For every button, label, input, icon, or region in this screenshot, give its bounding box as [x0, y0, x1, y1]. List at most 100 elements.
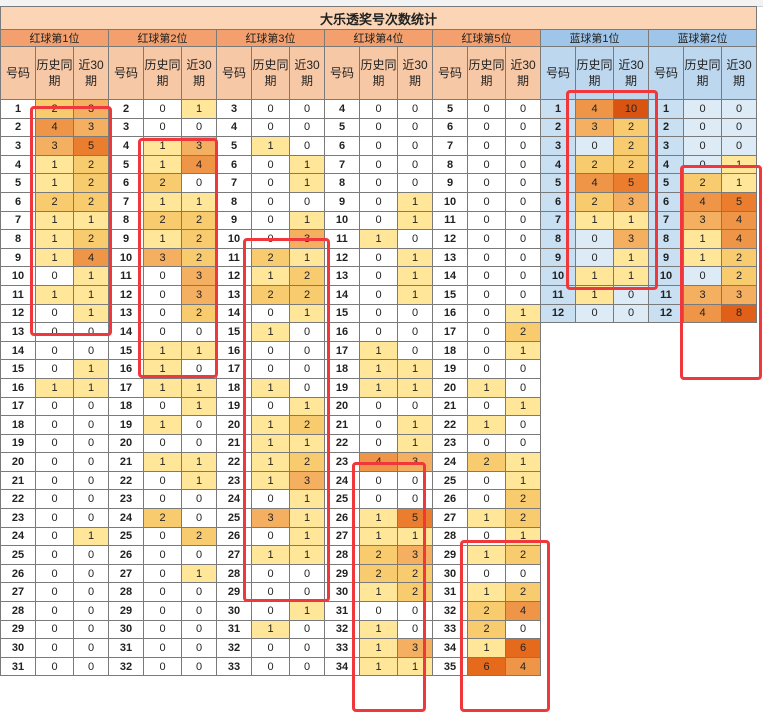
recent-count-cell[interactable]: 1	[289, 210, 325, 231]
recent-count-cell[interactable]: 1	[505, 340, 541, 361]
recent-count-cell[interactable]: 0	[289, 377, 325, 398]
history-count-cell[interactable]: 1	[143, 359, 182, 379]
recent-count-cell[interactable]: 3	[73, 99, 109, 119]
history-count-cell[interactable]: 0	[359, 322, 398, 342]
ball-number-cell[interactable]: 27	[324, 526, 360, 547]
recent-count-cell[interactable]: 0	[505, 154, 541, 175]
history-count-cell[interactable]: 3	[575, 117, 614, 138]
ball-number-cell[interactable]: 3	[540, 136, 576, 156]
ball-number-cell[interactable]: 27	[0, 582, 36, 603]
subheader-history[interactable]: 历史同期	[575, 46, 614, 100]
ball-number-cell[interactable]: 29	[432, 545, 468, 565]
recent-count-cell[interactable]: 1	[289, 154, 325, 175]
recent-count-cell[interactable]: 3	[289, 229, 325, 249]
ball-number-cell[interactable]: 32	[108, 656, 144, 677]
subheader-recent[interactable]: 近30期	[289, 46, 325, 100]
ball-number-cell[interactable]: 2	[108, 99, 144, 119]
recent-count-cell[interactable]: 0	[505, 619, 541, 640]
ball-number-cell[interactable]: 5	[216, 136, 252, 156]
recent-count-cell[interactable]: 1	[613, 210, 649, 231]
recent-count-cell[interactable]: 3	[181, 136, 217, 156]
history-count-cell[interactable]: 0	[359, 173, 398, 193]
ball-number-cell[interactable]: 18	[0, 415, 36, 435]
history-count-cell[interactable]: 1	[251, 433, 290, 454]
history-count-cell[interactable]: 0	[251, 173, 290, 193]
sheet-title[interactable]: 大乐透奖号次数统计	[0, 6, 757, 30]
history-count-cell[interactable]: 0	[467, 136, 506, 156]
ball-number-cell[interactable]: 9	[540, 247, 576, 268]
recent-count-cell[interactable]: 0	[73, 545, 109, 565]
history-count-cell[interactable]: 1	[359, 582, 398, 603]
recent-count-cell[interactable]: 2	[397, 582, 433, 603]
ball-number-cell[interactable]: 8	[540, 229, 576, 249]
history-count-cell[interactable]: 0	[683, 154, 722, 175]
history-count-cell[interactable]: 0	[143, 266, 182, 286]
recent-count-cell[interactable]: 2	[505, 322, 541, 342]
recent-count-cell[interactable]: 0	[181, 489, 217, 510]
subheader-recent[interactable]: 近30期	[397, 46, 433, 100]
recent-count-cell[interactable]: 1	[73, 359, 109, 379]
recent-count-cell[interactable]: 2	[181, 247, 217, 268]
history-count-cell[interactable]: 0	[35, 433, 74, 454]
history-count-cell[interactable]: 0	[467, 247, 506, 268]
recent-count-cell[interactable]: 1	[505, 303, 541, 324]
ball-number-cell[interactable]: 5	[0, 173, 36, 193]
ball-number-cell[interactable]: 28	[216, 563, 252, 584]
ball-number-cell[interactable]: 8	[324, 173, 360, 193]
recent-count-cell[interactable]: 0	[181, 433, 217, 454]
recent-count-cell[interactable]: 0	[505, 136, 541, 156]
recent-count-cell[interactable]: 0	[397, 136, 433, 156]
history-count-cell[interactable]: 0	[251, 359, 290, 379]
ball-number-cell[interactable]: 28	[432, 526, 468, 547]
history-count-cell[interactable]: 0	[251, 563, 290, 584]
recent-count-cell[interactable]: 0	[505, 191, 541, 212]
history-count-cell[interactable]: 0	[251, 656, 290, 677]
history-count-cell[interactable]: 0	[251, 117, 290, 138]
history-count-cell[interactable]: 1	[35, 210, 74, 231]
history-count-cell[interactable]: 0	[35, 266, 74, 286]
recent-count-cell[interactable]: 4	[721, 229, 757, 249]
ball-number-cell[interactable]: 25	[108, 526, 144, 547]
ball-number-cell[interactable]: 17	[216, 359, 252, 379]
history-count-cell[interactable]: 1	[359, 656, 398, 677]
recent-count-cell[interactable]: 2	[505, 545, 541, 565]
recent-count-cell[interactable]: 1	[73, 284, 109, 305]
recent-count-cell[interactable]: 0	[181, 322, 217, 342]
history-count-cell[interactable]: 0	[359, 266, 398, 286]
history-count-cell[interactable]: 0	[35, 582, 74, 603]
history-count-cell[interactable]: 0	[467, 303, 506, 324]
ball-number-cell[interactable]: 6	[324, 136, 360, 156]
recent-count-cell[interactable]: 4	[181, 154, 217, 175]
recent-count-cell[interactable]: 0	[289, 117, 325, 138]
history-count-cell[interactable]: 1	[575, 284, 614, 305]
recent-count-cell[interactable]: 1	[397, 377, 433, 398]
ball-number-cell[interactable]: 11	[540, 284, 576, 305]
subheader-code[interactable]: 号码	[432, 46, 468, 100]
history-count-cell[interactable]: 2	[683, 173, 722, 193]
recent-count-cell[interactable]: 3	[397, 545, 433, 565]
history-count-cell[interactable]: 0	[143, 526, 182, 547]
history-count-cell[interactable]: 0	[467, 117, 506, 138]
subheader-code[interactable]: 号码	[324, 46, 360, 100]
history-count-cell[interactable]: 3	[251, 508, 290, 528]
group-header-3[interactable]: 红球第3位	[216, 29, 325, 47]
recent-count-cell[interactable]: 0	[73, 489, 109, 510]
ball-number-cell[interactable]: 31	[108, 638, 144, 658]
recent-count-cell[interactable]: 0	[397, 489, 433, 510]
recent-count-cell[interactable]: 1	[181, 99, 217, 119]
ball-number-cell[interactable]: 21	[432, 396, 468, 417]
ball-number-cell[interactable]: 16	[432, 303, 468, 324]
history-count-cell[interactable]: 2	[143, 508, 182, 528]
history-count-cell[interactable]: 0	[467, 526, 506, 547]
ball-number-cell[interactable]: 15	[0, 359, 36, 379]
recent-count-cell[interactable]: 0	[289, 619, 325, 640]
ball-number-cell[interactable]: 21	[216, 433, 252, 454]
ball-number-cell[interactable]: 4	[648, 154, 684, 175]
ball-number-cell[interactable]: 21	[108, 452, 144, 472]
ball-number-cell[interactable]: 4	[216, 117, 252, 138]
history-count-cell[interactable]: 4	[575, 173, 614, 193]
history-count-cell[interactable]: 0	[467, 433, 506, 454]
ball-number-cell[interactable]: 8	[432, 154, 468, 175]
ball-number-cell[interactable]: 12	[108, 284, 144, 305]
subheader-history[interactable]: 历史同期	[143, 46, 182, 100]
